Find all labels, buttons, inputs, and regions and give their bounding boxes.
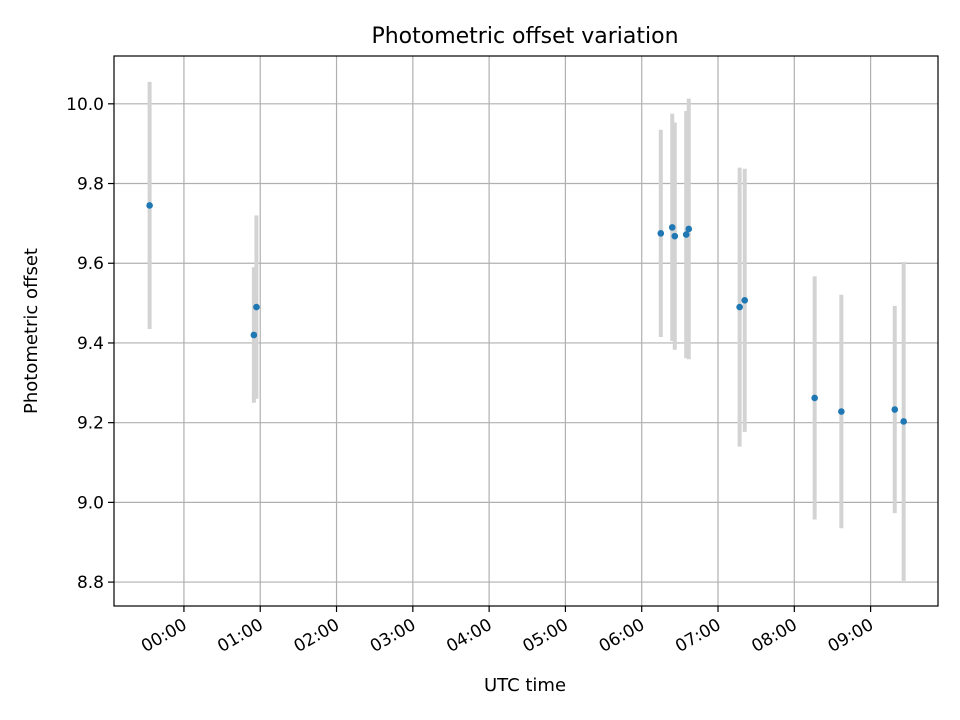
- y-tick-label: 9.0: [77, 493, 104, 513]
- x-axis-label: UTC time: [484, 675, 566, 696]
- y-tick-label: 9.2: [77, 414, 104, 434]
- data-point: [253, 303, 260, 311]
- y-tick-label: 10.0: [66, 95, 104, 115]
- data-point: [250, 331, 258, 339]
- data-point: [682, 231, 690, 238]
- y-tick-label: 9.8: [77, 175, 104, 195]
- data-point: [891, 406, 899, 413]
- grid: [114, 56, 938, 606]
- data-point: [900, 418, 907, 425]
- y-tick-label: 9.6: [77, 254, 104, 274]
- y-tick-label: 8.8: [77, 573, 104, 593]
- data-point: [685, 225, 693, 233]
- data-point: [146, 202, 153, 209]
- data-point: [736, 303, 743, 311]
- y-axis-label: Photometric offset: [21, 248, 42, 414]
- data-point: [838, 408, 845, 415]
- data-point: [657, 230, 665, 237]
- chart-title: Photometric offset variation: [371, 24, 678, 49]
- data-point: [741, 297, 749, 304]
- data-point: [811, 394, 818, 402]
- data-point: [668, 224, 676, 231]
- plot-area-frame: [113, 55, 939, 607]
- data-point: [671, 232, 679, 240]
- data-points: [146, 202, 907, 425]
- y-tick-label: 9.4: [77, 334, 104, 354]
